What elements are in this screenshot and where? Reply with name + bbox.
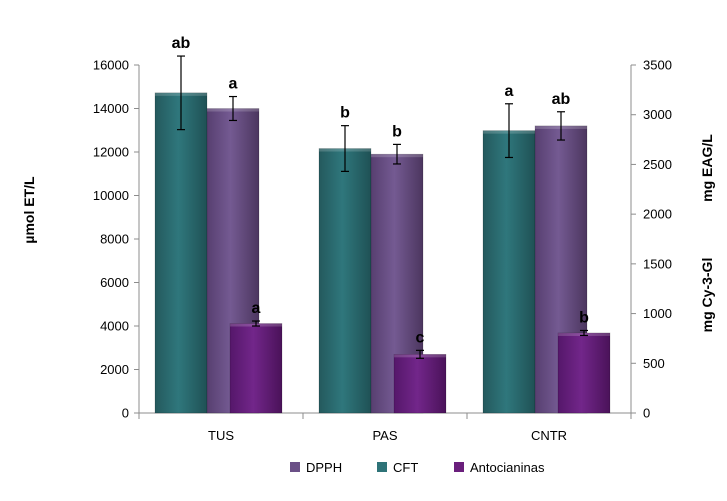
y-left-tick-label: 10000 xyxy=(93,188,129,203)
y-left-tick-label: 6000 xyxy=(100,275,129,290)
bar-cft-pas xyxy=(318,148,372,414)
x-tick-label: TUS xyxy=(208,428,234,443)
significance-label: c xyxy=(416,329,425,346)
y-axis-right-title-top: mg EAG/L xyxy=(699,134,715,202)
x-tick-label: CNTR xyxy=(531,428,567,443)
significance-label: b xyxy=(579,309,589,326)
bar-cft-cntr xyxy=(482,130,536,414)
y-left-tick-label: 16000 xyxy=(93,58,129,73)
bar-antocianinas-pas xyxy=(393,354,447,414)
significance-label: a xyxy=(229,76,238,93)
y-left-tick-label: 8000 xyxy=(100,232,129,247)
legend-swatch-dpph xyxy=(290,462,300,472)
bar-antocianinas-tus xyxy=(229,323,283,414)
y-left-tick-label: 4000 xyxy=(100,319,129,334)
y-axis-right-title-bottom: mg Cy-3-Gl xyxy=(699,258,715,333)
legend-swatch-cft xyxy=(377,462,387,472)
y-left-tick-label: 0 xyxy=(122,406,129,421)
y-right-tick-label: 1500 xyxy=(643,256,672,271)
legend-swatch-antocianinas xyxy=(454,462,464,472)
bar-cft-tus xyxy=(154,92,208,414)
y-right-tick-label: 0 xyxy=(643,406,650,421)
significance-label: a xyxy=(505,83,514,100)
y-left-tick-label: 2000 xyxy=(100,362,129,377)
significance-label: b xyxy=(392,123,402,140)
significance-label: a xyxy=(252,300,261,317)
significance-label: b xyxy=(340,105,350,122)
legend-label-cft: CFT xyxy=(393,460,418,475)
legend: DPPH CFT Antocianinas xyxy=(290,460,545,475)
y-right-tick-label: 2000 xyxy=(643,207,672,222)
y-right-tick-label: 2500 xyxy=(643,157,672,172)
y-right-tick-label: 3000 xyxy=(643,107,672,122)
legend-label-dpph: DPPH xyxy=(306,460,342,475)
significance-label: ab xyxy=(552,91,571,108)
y-left-tick-label: 12000 xyxy=(93,145,129,160)
y-right-tick-label: 500 xyxy=(643,356,665,371)
bar-antocianinas-cntr xyxy=(557,332,611,414)
y-right-tick-label: 1000 xyxy=(643,306,672,321)
legend-label-antocianinas: Antocianinas xyxy=(470,460,545,475)
y-left-tick-label: 14000 xyxy=(93,101,129,116)
x-tick-label: PAS xyxy=(372,428,397,443)
y-right-tick-label: 3500 xyxy=(643,58,672,73)
significance-label: ab xyxy=(172,35,191,52)
y-axis-left-title: µmol ET/L xyxy=(21,176,37,244)
